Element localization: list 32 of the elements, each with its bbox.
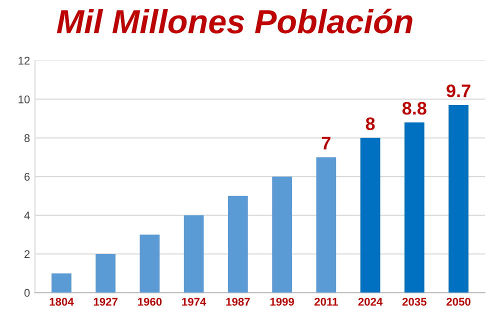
chart-title: Mil Millones Población — [56, 8, 412, 34]
x-tick-label: 2011 — [314, 298, 338, 306]
y-tick-label: 8 — [24, 134, 30, 142]
y-tick-label: 12 — [18, 56, 30, 65]
bar — [404, 122, 424, 293]
bar — [316, 157, 336, 293]
y-tick-label: 2 — [24, 250, 30, 258]
bar — [228, 196, 248, 293]
bar — [184, 215, 204, 293]
x-tick-label: 1999 — [270, 298, 294, 306]
y-tick-label: 10 — [18, 95, 30, 104]
bar — [140, 234, 160, 293]
x-tick-label: 2024 — [358, 298, 383, 306]
y-tick-label: 4 — [24, 212, 30, 220]
x-tick-label: 1804 — [50, 298, 74, 306]
x-tick-label: 2035 — [402, 298, 426, 306]
y-tick-label: 0 — [24, 288, 30, 297]
y-tick-label: 6 — [24, 172, 30, 181]
x-tick-label: 2050 — [446, 298, 470, 306]
data-label: 8 — [366, 117, 375, 130]
bar — [272, 176, 292, 293]
x-tick-label: 1987 — [226, 298, 250, 306]
x-tick-label: 1974 — [182, 298, 206, 306]
data-label: 8.8 — [402, 102, 426, 115]
bar — [52, 273, 72, 293]
bar — [360, 138, 380, 293]
data-label: 7 — [322, 136, 330, 150]
x-tick-label: 1960 — [138, 298, 162, 306]
data-label: 9.7 — [446, 84, 470, 98]
x-tick-label: 1927 — [94, 298, 118, 306]
bar — [448, 104, 468, 293]
bar — [96, 254, 116, 293]
